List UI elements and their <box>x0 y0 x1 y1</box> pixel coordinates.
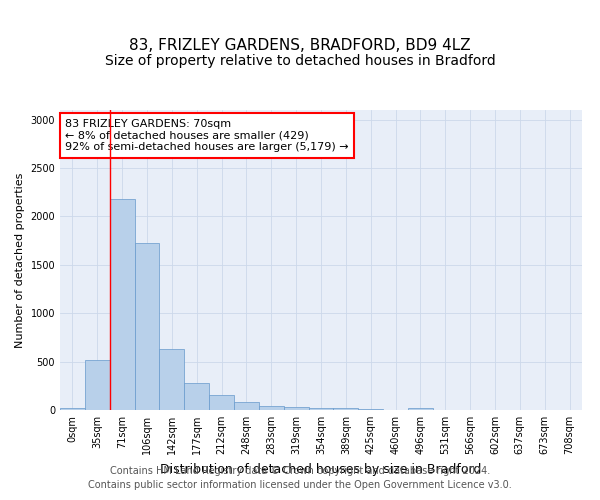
Bar <box>234 402 259 410</box>
Bar <box>334 408 358 410</box>
Bar <box>134 242 160 410</box>
Bar <box>110 199 134 410</box>
X-axis label: Distribution of detached houses by size in Bradford: Distribution of detached houses by size … <box>160 462 482 475</box>
Bar <box>358 409 383 410</box>
Bar <box>408 408 433 410</box>
Bar <box>60 408 85 410</box>
Text: 83, FRIZLEY GARDENS, BRADFORD, BD9 4LZ: 83, FRIZLEY GARDENS, BRADFORD, BD9 4LZ <box>129 38 471 52</box>
Y-axis label: Number of detached properties: Number of detached properties <box>15 172 25 348</box>
Bar <box>184 383 209 410</box>
Text: Size of property relative to detached houses in Bradford: Size of property relative to detached ho… <box>104 54 496 68</box>
Bar <box>160 349 184 410</box>
Bar <box>284 406 308 410</box>
Bar <box>209 396 234 410</box>
Bar <box>85 360 110 410</box>
Text: 83 FRIZLEY GARDENS: 70sqm
← 8% of detached houses are smaller (429)
92% of semi-: 83 FRIZLEY GARDENS: 70sqm ← 8% of detach… <box>65 119 349 152</box>
Text: Contains HM Land Registry data © Crown copyright and database right 2024.
Contai: Contains HM Land Registry data © Crown c… <box>88 466 512 490</box>
Bar <box>308 408 334 410</box>
Bar <box>259 406 284 410</box>
